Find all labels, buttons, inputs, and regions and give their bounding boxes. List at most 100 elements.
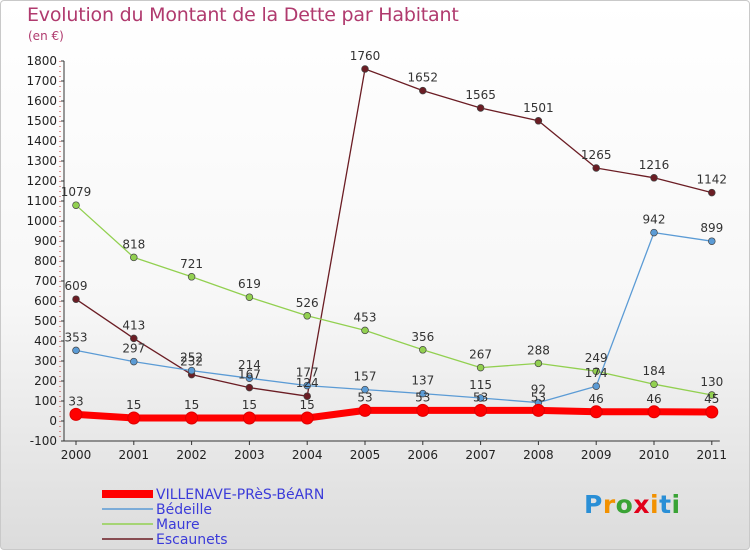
data-label: 214 (238, 358, 261, 372)
series-point-1 (187, 366, 196, 375)
data-label: 174 (585, 366, 608, 380)
x-tick-label: 2009 (581, 448, 612, 462)
y-tick-label: -100 (30, 434, 57, 448)
series-point-1 (72, 346, 80, 355)
data-label: 721 (180, 257, 203, 271)
x-tick-label: 2005 (350, 448, 381, 462)
data-label: 609 (65, 279, 88, 293)
data-label: 1216 (639, 158, 670, 172)
data-label: 15 (184, 398, 199, 412)
data-label: 619 (238, 277, 261, 291)
series-point-3 (708, 188, 716, 197)
data-label: 137 (411, 374, 434, 388)
x-tick-label: 2000 (61, 448, 92, 462)
logo-letter: t (659, 490, 672, 519)
x-tick-label: 2001 (119, 448, 150, 462)
y-tick-label: 100 (34, 394, 57, 408)
logo-letter: P (584, 490, 603, 519)
series-point-3 (361, 65, 369, 73)
x-tick-label: 2011 (697, 448, 728, 462)
series-point-0 (474, 403, 488, 417)
series-point-0 (127, 411, 141, 425)
series-point-3 (476, 104, 485, 112)
x-tick-label: 2008 (523, 448, 554, 462)
series-point-2 (303, 312, 311, 320)
series-line-3 (75, 68, 713, 397)
data-label: 124 (296, 376, 319, 390)
series-point-0 (69, 407, 83, 421)
data-label: 1079 (61, 185, 92, 199)
series-point-3 (592, 164, 600, 172)
y-tick-label: 1700 (26, 74, 57, 88)
data-label: 356 (411, 330, 434, 344)
data-label: 899 (700, 221, 723, 235)
series-line-2 (75, 204, 713, 396)
y-tick-label: 1200 (26, 174, 57, 188)
y-tick-label: 1100 (26, 194, 57, 208)
data-label: 297 (122, 342, 145, 356)
y-tick-label: 300 (34, 354, 57, 368)
logo-letter: o (615, 490, 634, 519)
data-label: 818 (122, 237, 145, 251)
y-tick-label: 400 (34, 334, 57, 348)
series-line-0 (72, 406, 716, 422)
series-point-0 (358, 403, 372, 417)
data-label: 1652 (408, 71, 439, 85)
data-label: 413 (122, 318, 145, 332)
chart-subtitle: (en €) (28, 29, 64, 43)
logo-letter: i (671, 490, 681, 519)
data-label: 130 (700, 375, 723, 389)
series-point-2 (72, 201, 80, 209)
data-label: 53 (531, 390, 546, 404)
x-tick-label: 2004 (292, 448, 323, 462)
logo-letter: r (602, 490, 616, 519)
series-point-2 (130, 253, 138, 262)
series-point-3 (534, 117, 543, 125)
data-label: 1501 (523, 101, 554, 115)
series-point-0 (589, 405, 603, 419)
x-tick-label: 2010 (639, 448, 670, 462)
legend-label: Maure (156, 517, 200, 533)
series-point-1 (708, 237, 716, 245)
y-tick-label: 900 (34, 234, 57, 248)
series-point-2 (708, 391, 716, 399)
proxiti-logo: Proxiti (584, 490, 681, 519)
series-point-3 (245, 383, 254, 392)
data-label: 252 (180, 351, 203, 365)
series-line-1 (75, 231, 713, 404)
data-label: 232 (180, 355, 203, 369)
data-label: 15 (126, 398, 141, 412)
series-point-1 (245, 374, 254, 382)
data-label: 288 (527, 343, 550, 357)
series-point-2 (419, 346, 427, 354)
data-label: 115 (469, 378, 492, 392)
logo-letter: i (650, 490, 660, 519)
data-label: 453 (354, 310, 377, 324)
data-label: 45 (704, 392, 719, 406)
data-label: 53 (357, 390, 372, 404)
y-tick-label: 700 (34, 274, 57, 288)
y-tick-label: 600 (34, 294, 57, 308)
data-label: 46 (589, 392, 604, 406)
y-tick-label: 200 (34, 374, 57, 388)
y-tick-label: 1600 (26, 94, 57, 108)
y-tick-label: 1500 (26, 114, 57, 128)
logo-letter: x (633, 490, 650, 519)
series-point-0 (531, 403, 545, 417)
data-label: 53 (415, 390, 430, 404)
series-point-1 (361, 385, 369, 394)
data-label: 1760 (350, 49, 381, 63)
x-tick-label: 2007 (465, 448, 496, 462)
series-point-2 (650, 380, 658, 388)
y-tick-label: 800 (34, 254, 57, 268)
legend-label: Escaunets (156, 532, 228, 548)
series-point-1 (130, 357, 138, 366)
series-point-0 (242, 411, 256, 425)
series-point-1 (303, 381, 311, 390)
data-label: 1265 (581, 148, 612, 162)
series-point-1 (476, 394, 485, 402)
data-label: 177 (296, 366, 319, 380)
series-point-1 (650, 228, 658, 237)
data-label: 92 (531, 383, 546, 397)
